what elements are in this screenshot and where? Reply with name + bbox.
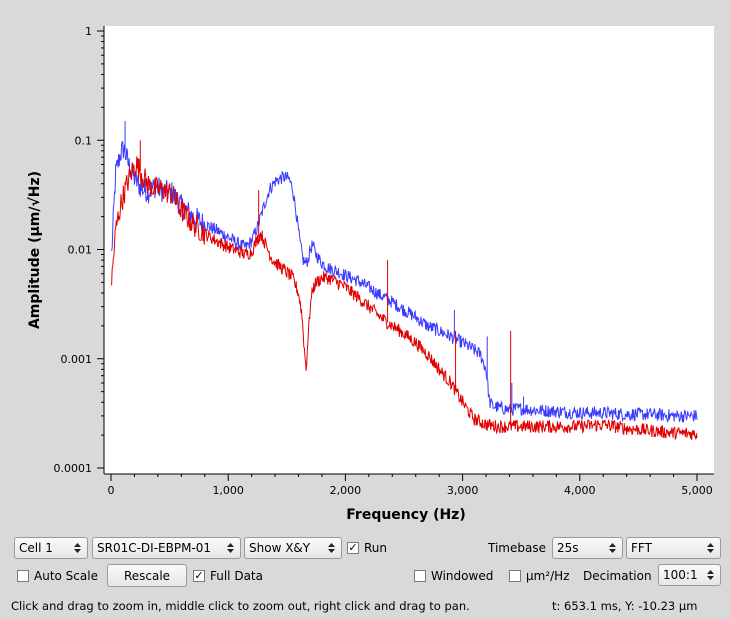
series-line: [111, 140, 698, 423]
decimation-select[interactable]: 100:1: [658, 564, 721, 586]
auto-scale-checkbox[interactable]: Auto Scale: [17, 567, 98, 585]
full-data-checkbox[interactable]: ✓ Full Data: [193, 567, 263, 585]
x-tick-label: 2,000: [330, 484, 362, 497]
rescale-button-label: Rescale: [123, 568, 171, 583]
windowed-checkbox-box[interactable]: [414, 570, 426, 582]
spinner-arrows-icon: [704, 567, 716, 583]
rescale-button[interactable]: Rescale: [107, 564, 187, 587]
timebase-label: Timebase: [488, 541, 546, 555]
spinner-arrows-icon: [606, 540, 618, 556]
x-tick-label: 4,000: [564, 484, 596, 497]
auto-scale-label: Auto Scale: [34, 569, 98, 583]
spinner-arrows-icon: [224, 540, 236, 556]
windowed-checkbox[interactable]: Windowed: [414, 567, 493, 585]
spinner-arrows-icon: [704, 540, 716, 556]
y-axis-label: Amplitude (µm/√Hz): [27, 171, 43, 329]
plot-area[interactable]: [104, 26, 714, 474]
x-axis-label: Frequency (Hz): [346, 507, 465, 523]
show-select[interactable]: Show X&Y: [244, 537, 342, 559]
y-tick-label: 1: [85, 25, 92, 38]
data-series: [111, 121, 698, 441]
y-tick-label: 0.001: [61, 353, 93, 366]
status-hint: Click and drag to zoom in, middle click …: [11, 599, 470, 613]
full-data-checkbox-box[interactable]: ✓: [193, 569, 205, 582]
psd-units-checkbox[interactable]: µm²/Hz: [509, 567, 570, 585]
device-select-value: SR01C-DI-EBPM-01: [97, 541, 212, 555]
auto-scale-checkbox-box[interactable]: [17, 570, 29, 582]
psd-units-checkbox-box[interactable]: [509, 570, 521, 582]
y-tick-label: 0.0001: [54, 462, 93, 475]
run-checkbox[interactable]: ✓ Run: [347, 539, 387, 557]
mode-select-value: FFT: [631, 541, 652, 555]
cell-select[interactable]: Cell 1: [14, 537, 88, 559]
x-tick-label: 0: [108, 484, 115, 497]
series-line: [111, 156, 698, 441]
timebase-select[interactable]: 25s: [552, 537, 623, 559]
windowed-label: Windowed: [431, 569, 494, 583]
axes: 1 0.1 0.01 0.001 0.0001 0 1,000 2,000 3,000 4,000…: [54, 25, 714, 497]
spinner-arrows-icon: [325, 540, 337, 556]
x-tick-label: 3,000: [447, 484, 479, 497]
run-label: Run: [364, 541, 388, 555]
cell-select-value: Cell 1: [19, 541, 53, 555]
y-tick-label: 0.1: [75, 134, 93, 147]
cursor-readout: t: 653.1 ms, Y: -10.23 µm: [552, 599, 698, 613]
x-tick-label: 5,000: [681, 484, 713, 497]
show-select-value: Show X&Y: [249, 541, 311, 555]
psd-units-label: µm²/Hz: [526, 569, 570, 583]
run-checkbox-box[interactable]: ✓: [347, 541, 359, 554]
x-tick-label: 1,000: [212, 484, 244, 497]
spinner-arrows-icon: [71, 540, 83, 556]
decimation-label: Decimation: [583, 569, 652, 583]
timebase-select-value: 25s: [557, 541, 579, 555]
decimation-select-value: 100:1: [663, 568, 698, 582]
full-data-label: Full Data: [210, 569, 263, 583]
y-tick-label: 0.01: [68, 244, 93, 257]
spectrum-chart[interactable]: 1 0.1 0.01 0.001 0.0001 0 1,000 2,000 3,000 4,000…: [0, 0, 730, 530]
mode-select[interactable]: FFT: [626, 537, 721, 559]
device-select[interactable]: SR01C-DI-EBPM-01: [92, 537, 241, 559]
